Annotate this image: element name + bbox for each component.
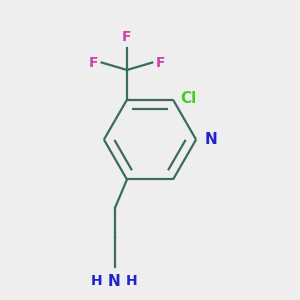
Text: H: H — [125, 274, 137, 288]
Text: N: N — [107, 274, 120, 289]
Text: Cl: Cl — [181, 91, 197, 106]
Text: H: H — [91, 274, 102, 288]
Text: F: F — [156, 56, 165, 70]
Text: F: F — [88, 56, 98, 70]
Text: F: F — [122, 30, 132, 44]
Text: N: N — [204, 132, 217, 147]
